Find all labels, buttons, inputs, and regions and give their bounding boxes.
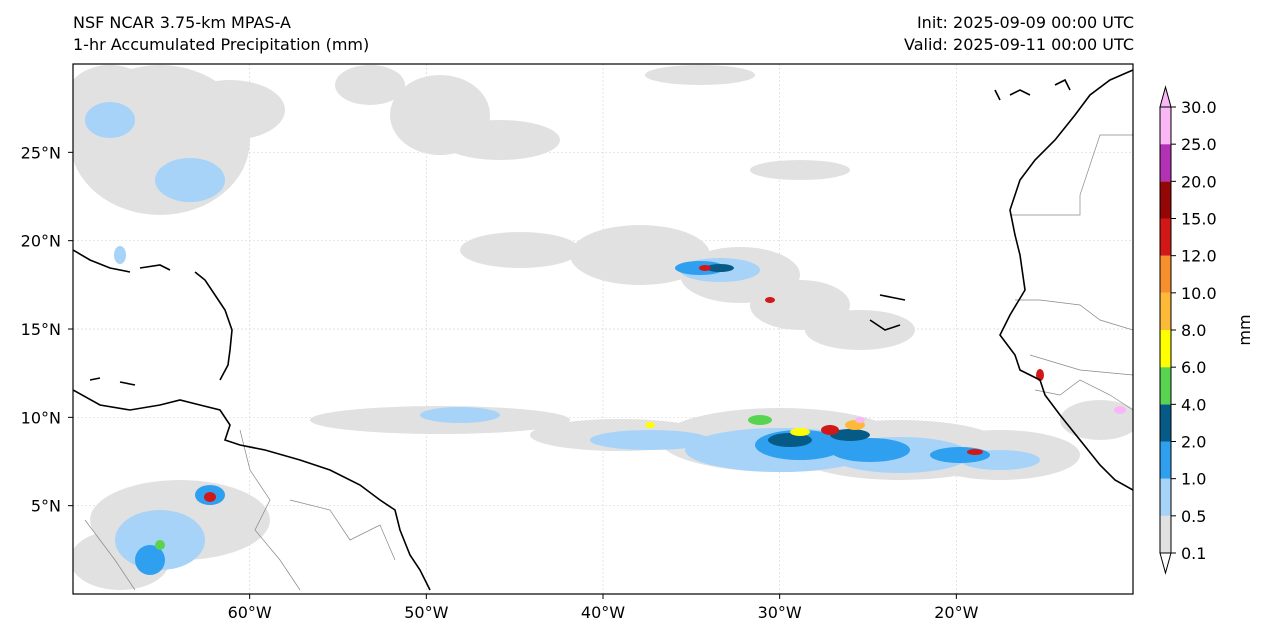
colorbar-segment [1160,255,1171,293]
colorbar-tick-label: 0.1 [1181,544,1206,563]
colorbar-under-arrow [1159,552,1172,575]
lon-tick-label: 40°W [581,603,625,622]
colorbar-over-arrow [1159,85,1172,108]
latitude-labels: 5°N 10°N 15°N 20°N 25°N [21,143,61,515]
lat-tick-label: 10°N [21,408,61,427]
colorbar-segment [1160,404,1171,442]
colorbar-tick-label: 4.0 [1181,395,1206,414]
lat-tick-label: 25°N [21,143,61,162]
colorbar-tick-label: 8.0 [1181,321,1206,340]
colorbar-segment [1160,330,1171,368]
valid-time: Valid: 2025-09-11 00:00 UTC [903,35,1134,54]
colorbar-tick-label: 0.5 [1181,507,1206,526]
colorbar-segment [1160,441,1171,479]
colorbar-segment [1160,144,1171,182]
lon-tick-label: 60°W [228,603,272,622]
colorbar-segment [1160,478,1171,516]
colorbar-unit-label: mm [1235,314,1254,345]
colorbar-segment [1160,218,1171,256]
lat-tick-label: 20°N [21,232,61,251]
colorbar-segment [1160,181,1171,219]
colorbar-tick-label: 2.0 [1181,433,1206,452]
colorbar-tick-label: 10.0 [1181,284,1217,303]
colorbar-segment [1160,367,1171,405]
precip-cores [155,265,1126,550]
precip-light [73,65,1133,590]
colorbar-tick-label: 1.0 [1181,470,1206,489]
lon-tick-label: 30°W [758,603,802,622]
init-time: Init: 2025-09-09 00:00 UTC [916,13,1134,32]
colorbar-tick-label: 15.0 [1181,210,1217,229]
colorbar-tick-label: 20.0 [1181,172,1217,191]
colorbar-segment [1160,515,1171,553]
colorbar-tick-label: 6.0 [1181,358,1206,377]
colorbar-tick-label: 30.0 [1181,98,1217,117]
longitude-labels: 60°W 50°W 40°W 30°W 20°W [228,603,979,622]
colorbar-tick-label: 12.0 [1181,247,1217,266]
colorbar-segment [1160,107,1171,145]
colorbar-segment [1160,292,1171,330]
precip-dense [706,264,870,447]
model-title: NSF NCAR 3.75-km MPAS-A [73,13,291,32]
lat-tick-label: 15°N [21,320,61,339]
lat-tick-label: 5°N [31,497,61,516]
product-title: 1-hr Accumulated Precipitation (mm) [73,35,370,54]
colorbar: 0.1 0.5 1.0 2.0 4.0 6.0 8.0 10.0 12.0 15.0 20.0 25.… [1159,85,1254,575]
lon-tick-label: 50°W [404,603,448,622]
country-borders [84,134,1133,591]
coastlines [73,69,1133,591]
map-content [73,64,1133,594]
colorbar-tick-label: 25.0 [1181,135,1217,154]
lon-tick-label: 20°W [934,603,978,622]
